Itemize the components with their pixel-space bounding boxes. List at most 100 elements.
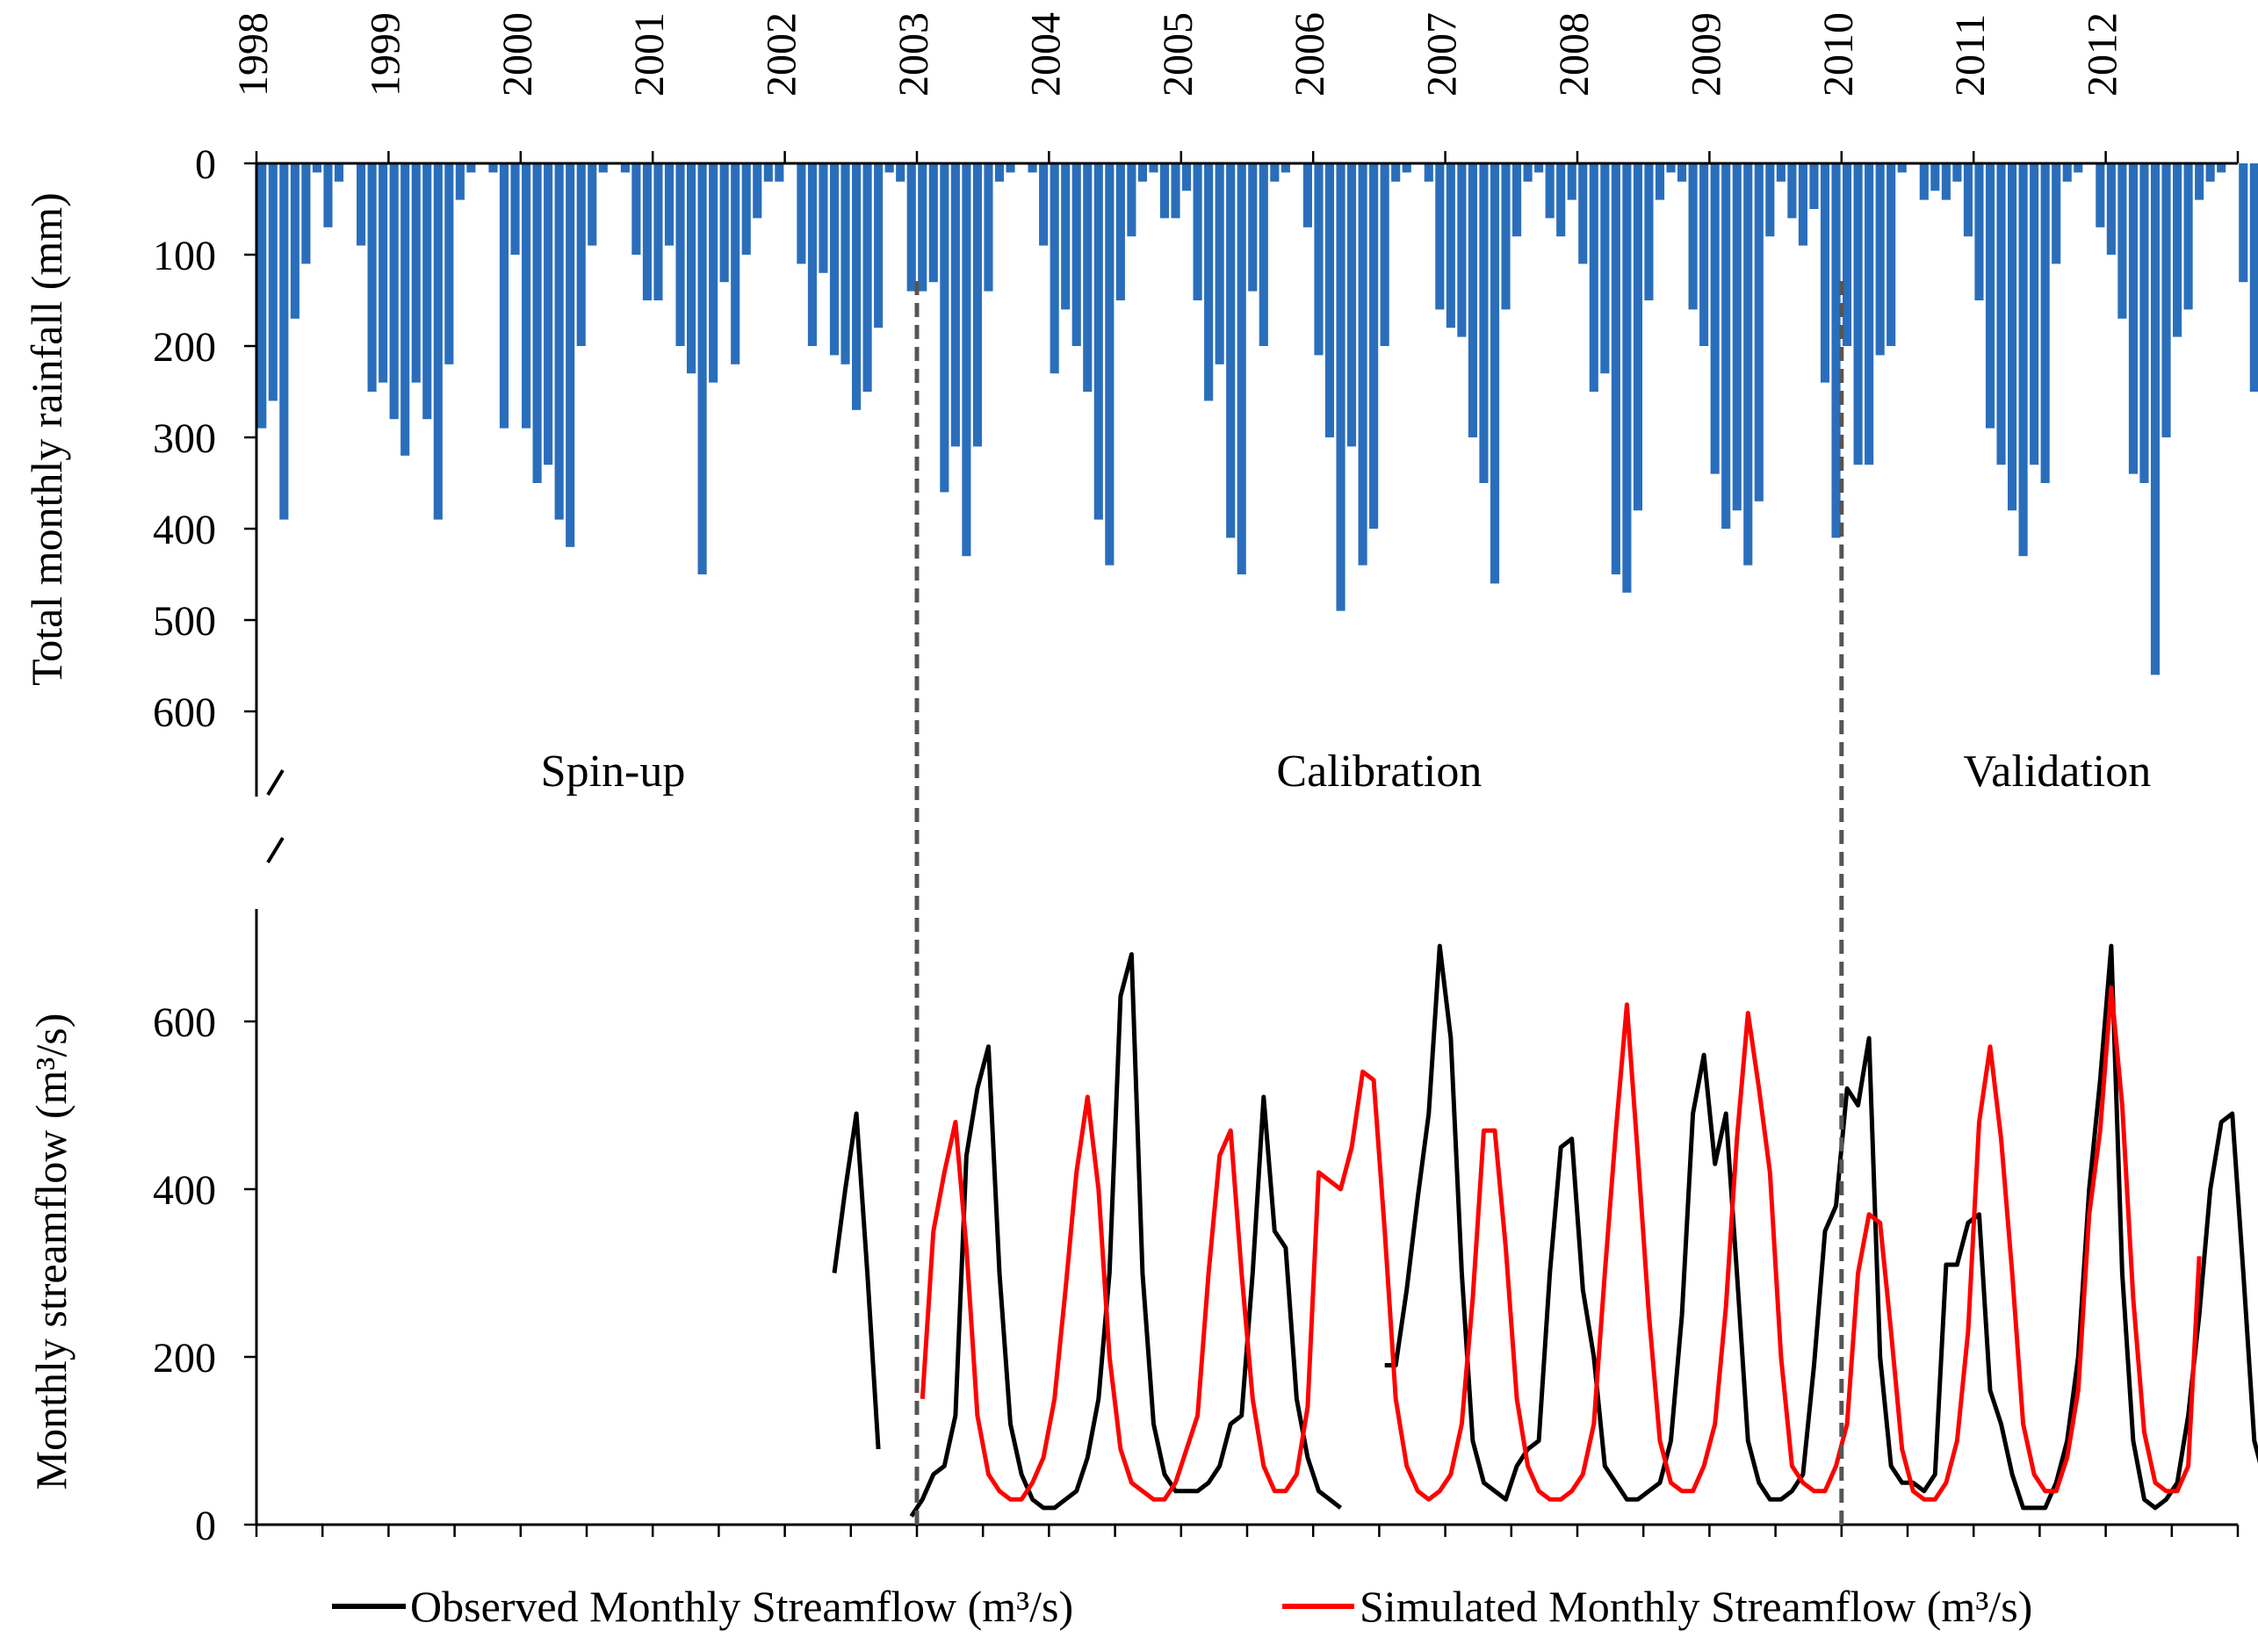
rainfall-bar (1721, 163, 1731, 529)
rainfall-y-tick-label: 0 (195, 141, 216, 188)
rainfall-bar (1820, 163, 1830, 383)
rainfall-bar (367, 163, 377, 392)
rainfall-bar (2139, 163, 2149, 483)
rainfall-bar (1314, 163, 1324, 356)
year-label: 2007 (1419, 12, 1466, 97)
rainfall-bar (1302, 163, 1312, 227)
streamflow-axis: 0 200 400 600 (153, 909, 2240, 1549)
rainfall-bar (1952, 163, 1962, 182)
rainfall-bar (1215, 163, 1224, 364)
rainfall-bar (334, 163, 344, 182)
rainfall-y-tick-label: 100 (153, 233, 216, 279)
period-dividers (914, 281, 1844, 1525)
legend-simulated-label: Simulated Monthly Streamflow (m³/s) (1360, 1582, 2032, 1631)
rainfall-bar (290, 163, 299, 319)
rainfall-bar (2128, 163, 2138, 474)
period-label: Calibration (1276, 747, 1482, 797)
rainfall-bar (2239, 163, 2248, 283)
rainfall-bar (1523, 163, 1533, 182)
rainfall-bar (1754, 163, 1764, 501)
streamflow-y-axis-label: Monthly streamflow (m³/s) (26, 1014, 76, 1490)
rainfall-bars (257, 163, 2258, 675)
rainfall-bar (1897, 163, 1907, 173)
rainfall-bar (1710, 163, 1720, 474)
rainfall-bar (819, 163, 828, 273)
axis-break-marks (266, 768, 285, 864)
rainfall-bar (1149, 163, 1158, 173)
year-label: 2008 (1551, 12, 1598, 97)
rainfall-bar (1699, 163, 1709, 346)
rainfall-bar (2205, 163, 2215, 182)
rainfall-bar (2161, 163, 2171, 437)
rainfall-bar (1083, 163, 1093, 392)
rainfall-bar (1171, 163, 1180, 219)
rainfall-bar (1743, 163, 1753, 566)
rainfall-bar (2018, 163, 2028, 557)
axis-break-mark (266, 768, 285, 797)
year-label: 2011 (1947, 14, 1994, 97)
rainfall-bar (532, 163, 542, 483)
rainfall-bar (940, 163, 949, 493)
rainfall-bar (1787, 163, 1797, 219)
rainfall-bar (1204, 163, 1214, 401)
rainfall-bar (1182, 163, 1192, 191)
rainfall-bar (1324, 163, 1335, 437)
rainfall-bar (1974, 163, 1984, 300)
rainfall-bar (1115, 163, 1125, 300)
rainfall-bar (411, 163, 421, 383)
rainfall-bar (906, 163, 916, 292)
rainfall-bar (1093, 163, 1103, 520)
rainfall-y-tick-label: 200 (153, 324, 216, 371)
rainfall-bar (1457, 163, 1467, 337)
rainfall-bar (675, 163, 685, 346)
rainfall-bar (2062, 163, 2072, 182)
rainfall-bar (775, 163, 784, 182)
rainfall-bar (2008, 163, 2017, 511)
rainfall-bar (544, 163, 553, 465)
year-label: 2001 (626, 12, 673, 97)
year-label: 2010 (1815, 12, 1862, 97)
rainfall-bar (1061, 163, 1071, 310)
rainfall-bar (852, 163, 862, 410)
year-label: 2012 (2080, 12, 2126, 97)
rainfall-bar (257, 163, 267, 429)
rainfall-bar (1071, 163, 1081, 346)
rainfall-bar (972, 163, 982, 447)
rainfall-bar (1193, 163, 1202, 300)
rainfall-bar (1853, 163, 1863, 465)
rainfall-bar (984, 163, 993, 292)
rainfall-bar (1798, 163, 1807, 246)
rainfall-bar (1270, 163, 1280, 182)
rainfall-bar (829, 163, 840, 356)
rainfall-bar (1402, 163, 1411, 173)
rainfall-bar (1159, 163, 1170, 219)
year-label: 2004 (1022, 12, 1069, 97)
rainfall-bar (1446, 163, 1455, 328)
rainfall-bar (2030, 163, 2039, 465)
rainfall-bar (1600, 163, 1610, 374)
rainfall-bar (874, 163, 884, 328)
rainfall-bar (379, 163, 388, 383)
rainfall-bar (1688, 163, 1698, 310)
rainfall-bar (1105, 163, 1115, 566)
rainfall-bar (1765, 163, 1775, 237)
rainfall-bar (631, 163, 641, 255)
rainfall-bar (588, 163, 597, 246)
rainfall-bar (840, 163, 850, 364)
streamflow-y-tick-label: 0 (195, 1503, 216, 1549)
rainfall-bar (1006, 163, 1015, 173)
year-label: 2003 (891, 12, 937, 97)
rainfall-bar (1039, 163, 1049, 246)
rainfall-bar (1622, 163, 1632, 593)
rainfall-bar (1655, 163, 1665, 200)
rainfall-bar (797, 163, 806, 264)
rainfall-bar (1237, 163, 1246, 574)
rainfall-bar (1479, 163, 1489, 483)
rainfall-bar (1732, 163, 1742, 511)
rainfall-bar (2183, 163, 2193, 310)
rainfall-bar (719, 163, 729, 283)
rainfall-bar (664, 163, 675, 246)
rainfall-bar (422, 163, 432, 420)
rainfall-bar (1512, 163, 1522, 237)
rainfall-bar (1886, 163, 1896, 346)
